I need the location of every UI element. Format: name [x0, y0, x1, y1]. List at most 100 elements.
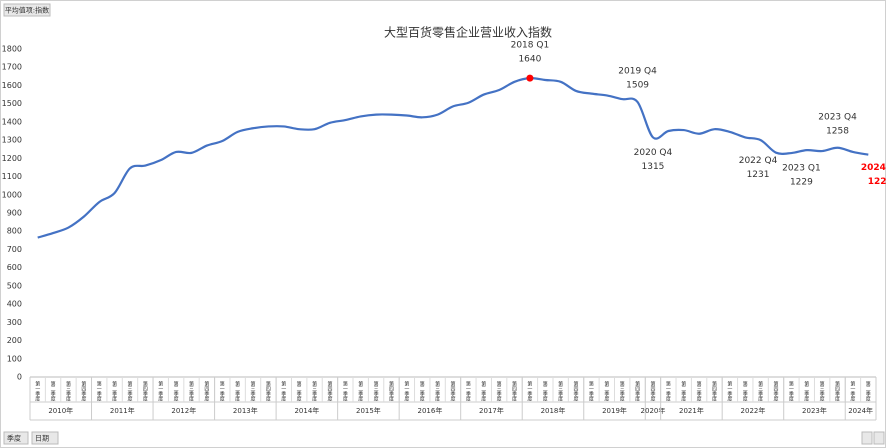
year-label: 2021年	[679, 406, 704, 415]
point-label: 2022 Q4	[739, 156, 778, 166]
x-tick-label: 第四季度	[388, 380, 394, 402]
x-tick-label: 第三季度	[619, 380, 625, 402]
x-tick-label: 第二季度	[603, 380, 609, 402]
highlight-point	[526, 74, 534, 82]
collapse-button[interactable]	[873, 431, 885, 445]
y-tick-label: 1400	[2, 117, 22, 126]
x-tick-label: 第一季度	[96, 380, 102, 402]
x-tick-label: 第二季度	[865, 380, 871, 402]
chart-title: 大型百货零售企业营业收入指数	[384, 25, 552, 40]
x-tick-label: 第二季度	[173, 380, 179, 402]
x-tick-label: 第四季度	[834, 380, 840, 402]
x-tick-label: 第二季度	[419, 380, 425, 402]
y-tick-label: 1000	[2, 190, 22, 199]
x-tick-label: 第二季度	[542, 380, 548, 402]
x-tick-label: 第三季度	[126, 380, 132, 402]
point-value-label: 1315	[642, 162, 665, 172]
x-tick-label: 第一季度	[665, 380, 671, 402]
x-tick-label: 第四季度	[649, 380, 655, 402]
point-label: 2023 Q4	[818, 112, 857, 122]
x-tick-label: 第三季度	[188, 380, 194, 402]
year-label: 2024年	[848, 406, 873, 415]
x-tick-label: 第一季度	[34, 380, 40, 402]
x-tick-label: 第二季度	[357, 380, 363, 402]
y-tick-label: 900	[7, 209, 22, 218]
expand-button[interactable]	[861, 431, 873, 445]
year-label: 2022年	[741, 406, 766, 415]
x-tick-label: 第四季度	[142, 380, 148, 402]
point-label: 2018 Q1	[511, 41, 550, 51]
y-tick-label: 600	[7, 263, 22, 272]
y-tick-label: 1100	[2, 172, 22, 181]
x-tick-label: 第二季度	[50, 380, 56, 402]
field-button[interactable]	[3, 3, 51, 17]
x-tick-label: 第二季度	[680, 380, 686, 402]
filter-button-label: 日期	[35, 435, 49, 443]
x-tick-label: 第三季度	[496, 380, 502, 402]
x-tick-label: 第四季度	[773, 380, 779, 402]
year-label: 2020年	[641, 406, 666, 415]
x-tick-label: 第一季度	[588, 380, 594, 402]
filter-button[interactable]	[3, 431, 29, 445]
year-label: 2013年	[233, 406, 258, 415]
y-tick-label: 1800	[2, 45, 22, 54]
year-label: 2016年	[418, 406, 443, 415]
year-label: 2011年	[110, 406, 135, 415]
y-tick-label: 700	[7, 245, 22, 254]
x-tick-label: 第三季度	[311, 380, 317, 402]
point-label: 2019 Q4	[618, 67, 657, 77]
point-label: 2020 Q4	[634, 148, 673, 158]
x-tick-label: 第三季度	[819, 380, 825, 402]
x-tick-label: 第二季度	[480, 380, 486, 402]
x-tick-label: 第四季度	[326, 380, 332, 402]
x-tick-label: 第三季度	[757, 380, 763, 402]
filter-button-label: 季度	[7, 434, 21, 443]
y-tick-label: 1500	[2, 99, 22, 108]
x-tick-label: 第三季度	[696, 380, 702, 402]
point-value-label: 1231	[747, 170, 770, 180]
y-tick-label: 800	[7, 227, 22, 236]
x-tick-label: 第二季度	[111, 380, 117, 402]
year-label: 2019年	[602, 406, 627, 415]
x-tick-label: 第四季度	[450, 380, 456, 402]
point-value-label: 1640	[518, 55, 541, 65]
y-tick-label: 0	[17, 373, 22, 382]
y-tick-label: 500	[7, 281, 22, 290]
x-tick-label: 第一季度	[726, 380, 732, 402]
y-tick-label: 300	[7, 318, 22, 327]
x-tick-label: 第二季度	[742, 380, 748, 402]
point-value-label: 1258	[826, 126, 849, 136]
x-tick-label: 第一季度	[465, 380, 471, 402]
y-tick-label: 1300	[2, 136, 22, 145]
x-tick-label: 第二季度	[803, 380, 809, 402]
x-tick-label: 第四季度	[511, 380, 517, 402]
y-tick-label: 100	[7, 354, 22, 363]
year-label: 2014年	[294, 406, 319, 415]
x-tick-label: 第三季度	[434, 380, 440, 402]
point-value-label: 1220	[868, 177, 886, 187]
x-tick-label: 第一季度	[403, 380, 409, 402]
x-tick-label: 第二季度	[296, 380, 302, 402]
x-tick-label: 第四季度	[711, 380, 717, 402]
year-label: 2017年	[479, 406, 504, 415]
y-tick-label: 400	[7, 300, 22, 309]
point-value-label: 1229	[790, 178, 813, 188]
x-tick-label: 第四季度	[634, 380, 640, 402]
x-tick-label: 第四季度	[80, 380, 86, 402]
filter-button[interactable]	[31, 431, 59, 445]
year-label: 2010年	[48, 406, 73, 415]
x-tick-label: 第三季度	[250, 380, 256, 402]
x-tick-label: 第二季度	[234, 380, 240, 402]
y-tick-label: 1200	[2, 154, 22, 163]
y-tick-label: 1700	[2, 63, 22, 72]
x-tick-label: 第四季度	[573, 380, 579, 402]
field-button-label: 平均值项:指数	[5, 6, 49, 15]
x-tick-label: 第三季度	[65, 380, 71, 402]
y-tick-label: 1600	[2, 81, 22, 90]
year-label: 2012年	[171, 406, 196, 415]
x-tick-label: 第一季度	[849, 380, 855, 402]
x-tick-label: 第四季度	[203, 380, 209, 402]
